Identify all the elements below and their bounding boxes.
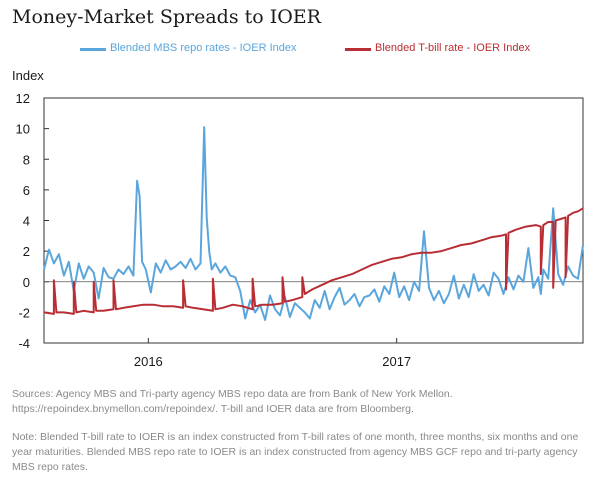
sources-text: Sources: Agency MBS and Tri-party agency… <box>12 388 453 415</box>
legend-label-tbill: Blended T-bill rate - IOER Index <box>375 42 531 54</box>
y-tick-label: -4 <box>18 336 30 351</box>
y-tick-label: 10 <box>16 122 30 137</box>
y-tick-label: 8 <box>23 152 30 167</box>
y-tick-label: -2 <box>18 305 30 320</box>
legend-label-mbs: Blended MBS repo rates - IOER Index <box>110 42 297 54</box>
page-title: Money-Market Spreads to IOER <box>12 6 321 28</box>
line-chart: -4 -2 0 2 4 6 8 10 12 2016 2017 <box>16 91 584 369</box>
note-text: Note: Blended T-bill rate to IOER is an … <box>12 431 579 473</box>
chart-legend: Blended MBS repo rates - IOER Index Blen… <box>0 42 594 58</box>
x-tick-label: 2017 <box>382 354 411 369</box>
legend-swatch-mbs <box>80 48 106 51</box>
y-tick-label: 2 <box>23 244 30 259</box>
y-tick-label: 12 <box>16 91 30 106</box>
x-tick-label: 2016 <box>134 354 163 369</box>
y-tick-label: 4 <box>23 214 30 229</box>
y-tick-label: 0 <box>23 275 30 290</box>
y-axis-title: Index <box>12 68 44 83</box>
series-line-mbs-repo <box>43 126 584 321</box>
series-line-tbill <box>43 207 584 315</box>
legend-swatch-tbill <box>345 48 371 51</box>
y-tick-label: 6 <box>23 183 30 198</box>
